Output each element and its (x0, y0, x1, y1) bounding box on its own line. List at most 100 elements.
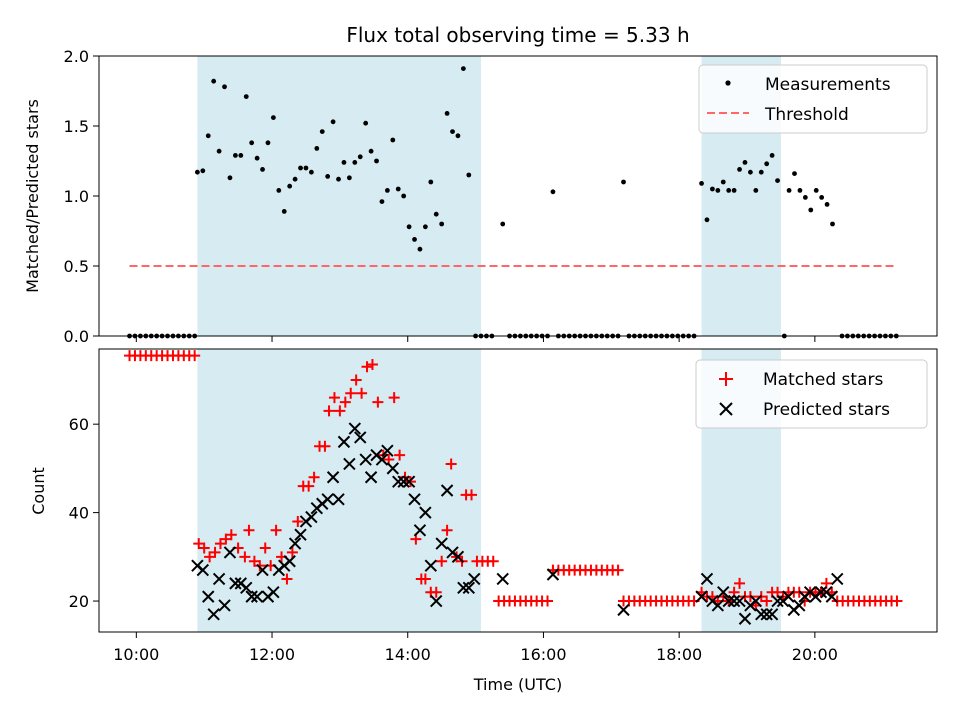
measurement-point-58 (439, 221, 445, 227)
predicted-point-25 (326, 471, 340, 484)
x-tick-label-3: 16:00 (520, 645, 566, 664)
measurement-point-105 (704, 217, 710, 223)
predicted-point-42 (419, 506, 432, 519)
measurement-point-16 (211, 78, 217, 84)
predicted-point-35 (381, 444, 394, 457)
bottom-predicted-points (191, 422, 844, 625)
matched-point-44 (361, 361, 373, 373)
matched-point-41 (345, 387, 357, 399)
x-tick-label-2: 14:00 (385, 645, 431, 664)
predicted-point-61 (727, 594, 741, 608)
measurement-point-34 (308, 169, 314, 175)
matched-point-50 (394, 449, 406, 461)
matched-point-27 (270, 524, 282, 536)
predicted-point-18 (288, 537, 302, 550)
matched-point-64 (466, 489, 478, 501)
measurement-point-120 (786, 188, 792, 193)
legend-predicted-marker (719, 402, 733, 416)
measurement-point-44 (363, 120, 369, 126)
measurement-point-118 (775, 178, 780, 184)
measurement-point-47 (379, 199, 385, 205)
matched-point-78 (542, 595, 554, 607)
predicted-point-36 (386, 462, 400, 475)
measurement-point-18 (222, 84, 227, 90)
measurement-point-62 (460, 66, 466, 71)
matched-point-46 (372, 396, 384, 408)
matched-point-33 (303, 480, 315, 492)
matched-point-40 (339, 396, 351, 408)
bottom-y-tick-label-2: 60 (69, 415, 89, 434)
matched-point-55 (419, 573, 431, 585)
measurement-point-54 (417, 246, 423, 252)
measurement-point-48 (384, 188, 390, 193)
legend-predicted-label: Predicted stars (763, 400, 890, 420)
legend-threshold-label: Threshold (764, 105, 849, 125)
predicted-point-73 (793, 599, 806, 612)
measurement-point-52 (406, 224, 412, 230)
measurement-point-125 (813, 188, 819, 193)
measurement-point-59 (444, 111, 450, 116)
predicted-point-80 (831, 572, 844, 586)
matched-point-21 (239, 551, 251, 563)
predicted-point-10 (245, 590, 258, 603)
predicted-point-17 (283, 555, 296, 568)
top-x-ticks (135, 336, 816, 342)
predicted-point-44 (430, 594, 443, 608)
measurement-point-17 (216, 148, 222, 154)
measurement-point-46 (374, 158, 379, 164)
predicted-point-40 (408, 493, 421, 506)
measurement-point-114 (753, 188, 759, 193)
predicted-point-11 (250, 590, 264, 603)
measurement-point-50 (395, 186, 401, 192)
measurement-point-14 (200, 168, 206, 174)
measurement-point-123 (802, 195, 808, 200)
matched-point-91 (612, 564, 624, 576)
top-shaded-interval-0 (197, 56, 482, 336)
top-y-tick-label-1: 0.5 (64, 257, 89, 276)
measurement-point-42 (352, 160, 358, 165)
predicted-point-49 (457, 581, 470, 594)
measurement-point-33 (303, 165, 309, 171)
predicted-point-55 (695, 590, 708, 603)
matched-point-38 (328, 392, 340, 404)
predicted-point-31 (359, 453, 372, 466)
top-shaded-intervals (197, 56, 781, 336)
top-y-ticks: 0.0 0.5 1.0 1.5 2.0 (64, 47, 99, 346)
top-y-tick-label-2: 1.0 (64, 187, 89, 206)
measurement-point-24 (254, 155, 260, 161)
bottom-shaded-intervals (197, 349, 781, 632)
measurement-point-124 (808, 207, 814, 213)
matched-point-29 (281, 573, 293, 585)
matched-point-30 (286, 546, 298, 558)
legend-matched-label: Matched stars (763, 370, 883, 390)
bottom-legend: Matched stars Predicted stars (695, 359, 928, 429)
panel-ratio: 0.00.51.01.52.0 Matched/Predicted stars … (23, 47, 938, 346)
measurement-point-122 (797, 188, 803, 193)
matched-point-43 (356, 387, 368, 399)
predicted-point-77 (814, 585, 828, 599)
measurement-point-109 (726, 188, 732, 193)
x-tick-label-5: 20:00 (792, 645, 838, 664)
matched-point-14 (198, 542, 210, 554)
predicted-point-59 (717, 585, 730, 599)
predicted-point-68 (765, 608, 779, 621)
matched-point-12 (189, 350, 201, 362)
legend-matched-marker (719, 372, 733, 386)
matched-point-57 (430, 586, 442, 598)
predicted-point-62 (733, 594, 746, 608)
measurement-point-20 (232, 153, 238, 158)
predicted-point-71 (782, 590, 795, 603)
top-y-tick-label-4: 2.0 (64, 47, 89, 66)
measurement-point-28 (276, 188, 282, 193)
predicted-point-43 (424, 559, 438, 572)
bottom-y-axis-label: Count (29, 467, 48, 515)
predicted-point-54 (617, 603, 630, 617)
predicted-point-29 (348, 422, 362, 435)
predicted-point-3 (207, 608, 220, 621)
predicted-point-12 (256, 563, 269, 577)
predicted-point-30 (354, 431, 367, 444)
measurement-point-13 (194, 169, 200, 175)
matched-point-68 (487, 555, 499, 567)
bottom-legend-box (695, 359, 928, 429)
